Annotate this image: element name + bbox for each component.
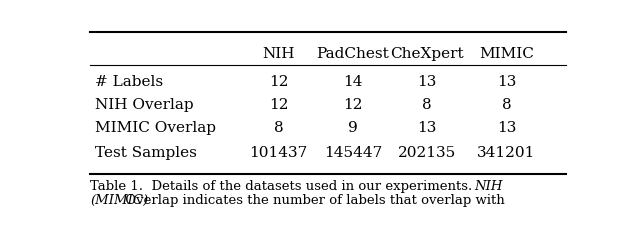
Text: NIH: NIH	[262, 46, 294, 61]
Text: 8: 8	[273, 121, 284, 135]
Text: 8: 8	[422, 98, 432, 112]
Text: PadChest: PadChest	[316, 46, 389, 61]
Text: 14: 14	[343, 75, 362, 89]
Text: NIH: NIH	[474, 180, 502, 193]
Text: 12: 12	[269, 98, 288, 112]
Text: 13: 13	[417, 75, 437, 89]
Text: 101437: 101437	[249, 146, 308, 160]
Text: Test Samples: Test Samples	[95, 146, 196, 160]
Text: NIH Overlap: NIH Overlap	[95, 98, 193, 112]
Text: # Labels: # Labels	[95, 75, 163, 89]
Text: 13: 13	[417, 121, 437, 135]
Text: 12: 12	[343, 98, 362, 112]
Text: 145447: 145447	[324, 146, 382, 160]
Text: Overlap indicates the number of labels that overlap with: Overlap indicates the number of labels t…	[121, 194, 505, 207]
Text: 13: 13	[497, 75, 516, 89]
Text: (MIMIC): (MIMIC)	[90, 194, 148, 207]
Text: MIMIC: MIMIC	[479, 46, 534, 61]
Text: 202135: 202135	[398, 146, 456, 160]
Text: 8: 8	[502, 98, 511, 112]
Text: Table 1.  Details of the datasets used in our experiments.: Table 1. Details of the datasets used in…	[90, 180, 481, 193]
Text: 13: 13	[497, 121, 516, 135]
Text: MIMIC Overlap: MIMIC Overlap	[95, 121, 216, 135]
Text: 341201: 341201	[477, 146, 536, 160]
Text: CheXpert: CheXpert	[390, 46, 464, 61]
Text: 9: 9	[348, 121, 358, 135]
Text: 12: 12	[269, 75, 288, 89]
